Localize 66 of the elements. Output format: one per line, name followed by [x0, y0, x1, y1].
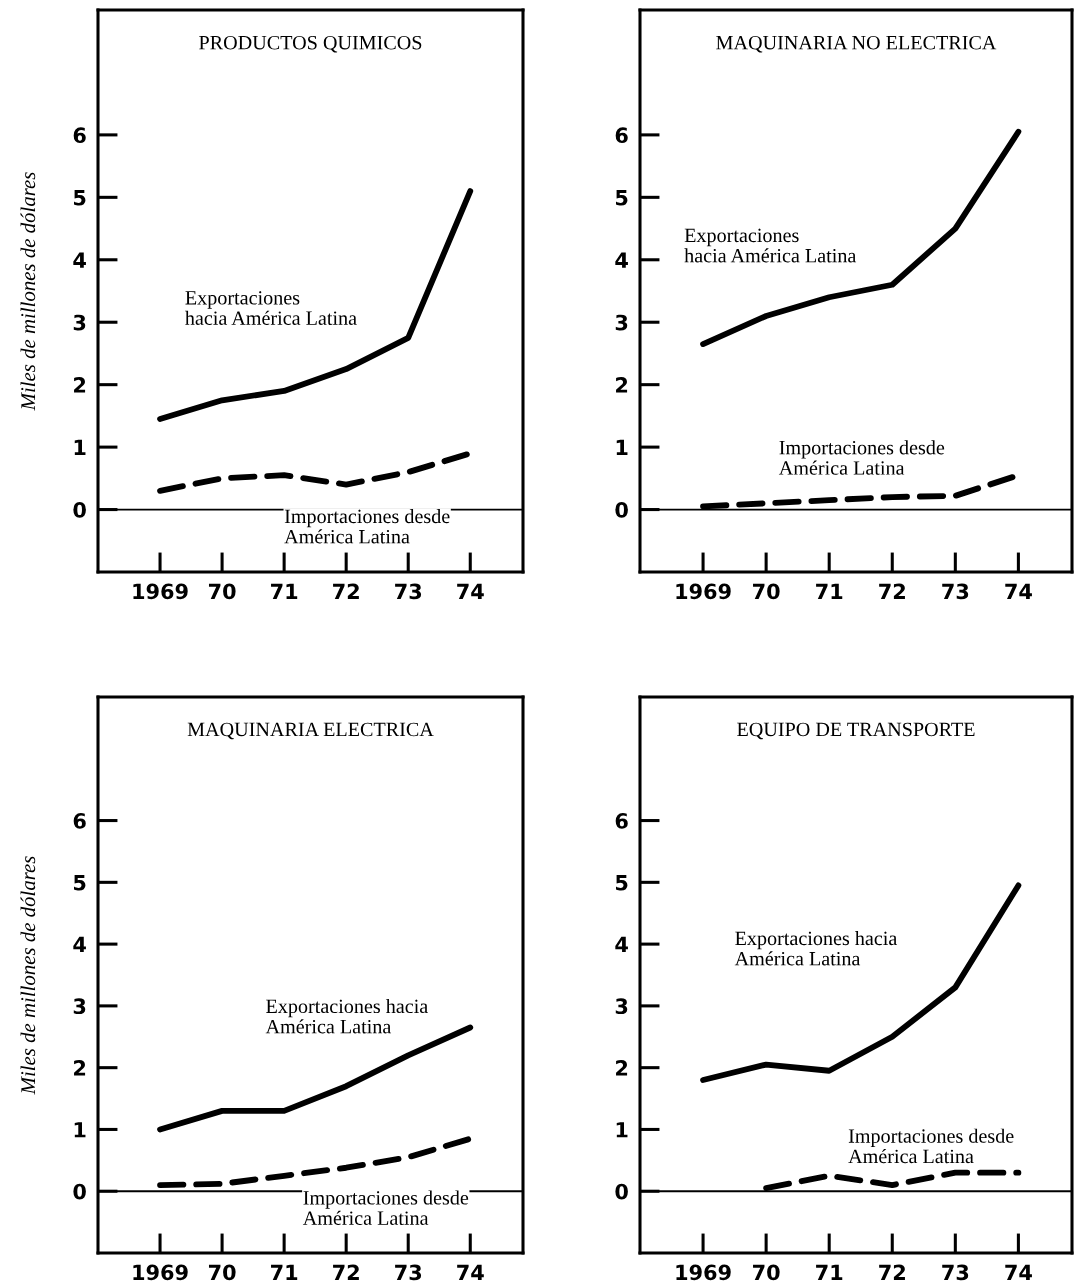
y-tick-label: 3	[73, 314, 86, 331]
series-label: Exportaciones hacia América Latina	[684, 228, 857, 263]
text: MAQUINARIA NO ELECTRICA	[716, 35, 997, 53]
x-tick-label: 1969	[676, 583, 731, 600]
x-tick-label: 74	[457, 583, 484, 599]
y-tick-label: 3	[73, 998, 86, 1015]
series-label: Exportaciones hacia América Latina	[265, 998, 428, 1034]
x-tick-label: 71	[271, 583, 298, 599]
x-tick-label: 73	[942, 583, 969, 600]
x-tick-label: 70	[208, 1264, 236, 1281]
y-tick-label: 6	[615, 127, 628, 144]
y-tick-label: 5	[616, 875, 628, 891]
y-tick-label: 4	[615, 252, 628, 268]
x-tick-label: 73	[942, 1264, 969, 1281]
x-tick-label: 72	[333, 583, 359, 599]
x-tick-label: 70	[753, 1264, 780, 1281]
y-tick-label: 2	[74, 1060, 86, 1076]
text: PRODUCTOS QUIMICOS	[199, 35, 422, 53]
y-tick-label: 1	[616, 1122, 628, 1138]
x-tick-label: 72	[879, 1264, 905, 1280]
x-tick-label: 70	[753, 583, 780, 600]
series-label: Importaciones desde América Latina	[302, 1190, 469, 1225]
x-tick-label: 71	[271, 1264, 298, 1280]
y-tick-label: 1	[616, 439, 628, 456]
x-tick-label: 74	[457, 1264, 484, 1280]
y-tick-label: 0	[615, 1183, 628, 1200]
x-tick-label: 73	[395, 1264, 422, 1281]
x-tick-label: 74	[1005, 583, 1032, 599]
x-tick-label: 72	[879, 583, 905, 599]
y-axis-title: Miles de millones de dólares	[20, 172, 36, 411]
y-axis-title: Miles de millones de dólares	[20, 856, 36, 1095]
series-label: Importaciones desde América Latina	[284, 508, 450, 544]
x-tick-label: 70	[208, 583, 236, 600]
y-tick-label: 3	[615, 998, 628, 1015]
y-tick-label: 1	[74, 1122, 86, 1138]
text: EQUIPO DE TRANSPORTE	[737, 722, 975, 740]
y-tick-label: 1	[74, 439, 86, 456]
y-tick-label: 5	[616, 190, 628, 206]
text: Exportaciones hacia América Latina	[734, 930, 898, 966]
x-tick-label: 72	[333, 1264, 359, 1280]
series-label: Exportaciones hacia América Latina	[185, 291, 357, 325]
x-tick-label: 1969	[133, 583, 188, 600]
y-tick-label: 2	[616, 377, 628, 393]
x-tick-label: 73	[395, 583, 422, 600]
x-tick-label: 71	[816, 1264, 843, 1280]
y-tick-label: 6	[73, 813, 86, 829]
y-tick-label: 3	[615, 314, 628, 331]
x-tick-label: 1969	[133, 1264, 188, 1281]
y-tick-label: 0	[615, 502, 628, 518]
y-tick-label: 2	[74, 377, 86, 393]
y-tick-label: 2	[616, 1060, 628, 1076]
text: MAQUINARIA ELECTRICA	[187, 722, 434, 740]
x-tick-label: 1969	[676, 1264, 731, 1281]
y-tick-label: 5	[74, 875, 86, 891]
series-label: Importaciones desde América Latina	[778, 440, 945, 475]
y-tick-label: 0	[73, 1183, 86, 1200]
y-tick-label: 4	[73, 936, 86, 953]
series-label: Importaciones desde América Latina	[848, 1128, 1014, 1164]
x-tick-label: 71	[816, 583, 843, 599]
y-tick-label: 6	[615, 813, 628, 829]
y-tick-label: 4	[615, 936, 628, 953]
y-tick-label: 6	[73, 127, 86, 144]
y-tick-label: 4	[73, 252, 86, 268]
y-tick-label: 0	[73, 502, 86, 518]
x-tick-label: 74	[1005, 1264, 1032, 1280]
y-tick-label: 5	[74, 190, 86, 206]
